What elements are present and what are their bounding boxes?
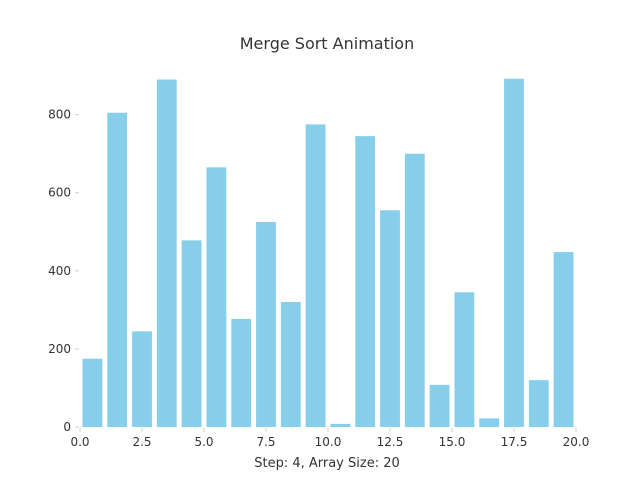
x-tick-label-6: 15.0	[439, 435, 466, 449]
y-axis: 0 200 400 600 800	[48, 108, 79, 434]
x-axis: 0.0 2.5 5.0 7.5 10.0 12.5 15.0 17.5 20.0	[70, 428, 589, 449]
bar-2	[107, 112, 128, 428]
bar-1	[82, 358, 103, 427]
y-tick-label-3: 600	[48, 186, 71, 200]
bar-19	[528, 380, 549, 427]
bar-16	[454, 292, 475, 427]
y-tick-label-1: 200	[48, 342, 71, 356]
bar-5	[181, 240, 202, 427]
bar-10	[305, 124, 326, 428]
bar-7	[231, 318, 252, 427]
bar-14	[404, 153, 425, 427]
bar-8	[256, 222, 276, 427]
y-tick-label-2: 400	[48, 264, 71, 278]
bars-group	[82, 78, 574, 428]
bar-6	[206, 167, 227, 427]
bar-12	[355, 136, 376, 427]
chart-title: Merge Sort Animation	[240, 34, 414, 53]
bar-9	[280, 302, 301, 427]
bar-15	[429, 384, 450, 427]
bar-11	[330, 423, 351, 427]
x-tick-label-5: 12.5	[377, 435, 404, 449]
x-axis-label: Step: 4, Array Size: 20	[254, 456, 400, 471]
bar-18	[504, 78, 524, 428]
bar-3	[132, 331, 152, 427]
bar-13	[380, 210, 400, 427]
bar-4	[156, 79, 177, 428]
x-tick-label-4: 10.0	[315, 435, 342, 449]
x-tick-label-2: 5.0	[194, 435, 213, 449]
bar-20	[553, 252, 574, 427]
bar-17	[479, 418, 500, 427]
y-tick-label-0: 0	[63, 420, 71, 434]
x-tick-label-7: 17.5	[501, 435, 528, 449]
x-tick-label-3: 7.5	[256, 435, 275, 449]
x-tick-label-1: 2.5	[132, 435, 151, 449]
x-tick-label-8: 20.0	[563, 435, 590, 449]
x-tick-label-0: 0.0	[70, 435, 89, 449]
y-tick-label-4: 800	[48, 108, 71, 122]
